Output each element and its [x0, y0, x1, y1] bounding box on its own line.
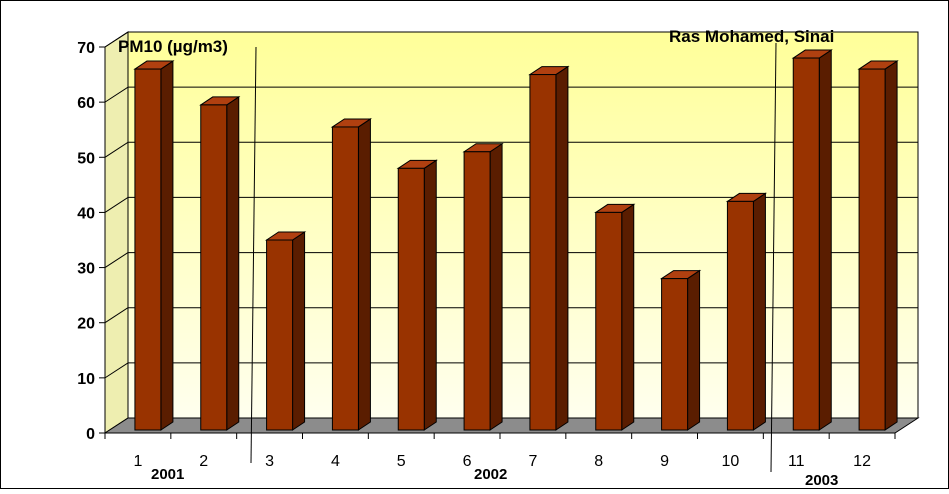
- bar-side: [226, 95, 240, 431]
- chart-title: PM10 (µg/m3): [118, 37, 228, 56]
- bar: [791, 49, 833, 431]
- x-tick-label: 9: [660, 453, 669, 470]
- bar-front: [463, 151, 491, 431]
- bar-side: [818, 49, 832, 431]
- x-tick-label: 12: [853, 453, 871, 470]
- bar-side: [884, 60, 898, 431]
- bar: [330, 118, 373, 431]
- bar-front: [397, 167, 425, 431]
- bar: [264, 231, 307, 431]
- x-tick-label: 6: [463, 453, 472, 470]
- x-tick-label: 7: [528, 453, 537, 470]
- y-tick-label: 40: [77, 205, 95, 222]
- bar-front: [331, 126, 359, 431]
- bar-front: [266, 239, 294, 431]
- bar-side: [687, 269, 701, 431]
- bar-side: [555, 65, 569, 431]
- bar-front: [200, 104, 228, 431]
- y-tick-label: 60: [77, 95, 95, 112]
- bar-side: [357, 118, 371, 431]
- site-label: Ras Mohamed, Sinai: [669, 27, 834, 46]
- bar: [133, 60, 175, 431]
- bar: [462, 142, 504, 431]
- bar: [396, 159, 438, 431]
- y-tick-label: 50: [77, 150, 95, 167]
- bar-front: [134, 68, 162, 431]
- gridline-side: [104, 197, 129, 213]
- x-tick-label: 8: [594, 453, 603, 470]
- year-label-2001: 2001: [151, 466, 184, 483]
- gridline-side: [104, 86, 129, 103]
- x-tick-label: 4: [331, 453, 340, 470]
- x-tick-label: 2: [199, 453, 208, 470]
- year-separator-2: [770, 42, 777, 473]
- side-wall: [104, 31, 129, 434]
- y-tick-label: 10: [77, 371, 95, 388]
- gridline-side: [104, 307, 129, 324]
- year-separator-1: [250, 46, 257, 464]
- bar-side: [621, 203, 635, 431]
- x-tick-label: 3: [265, 453, 274, 470]
- year-label-2002: 2002: [474, 466, 507, 483]
- bar: [594, 203, 636, 431]
- bar-side: [292, 231, 306, 431]
- gridline-side: [104, 362, 129, 379]
- x-tick-label: 10: [722, 453, 740, 470]
- bar: [857, 60, 899, 431]
- bar-side: [489, 142, 503, 431]
- bar-side: [752, 192, 766, 431]
- bar-front: [661, 278, 689, 431]
- bar: [199, 95, 241, 431]
- year-label-2003: 2003: [805, 472, 838, 489]
- bar: [725, 192, 768, 431]
- gridline-side: [104, 252, 129, 268]
- bar-front: [529, 74, 557, 431]
- bar-front: [858, 68, 886, 431]
- y-tick-label: 20: [77, 316, 95, 333]
- x-tick-label: 11: [788, 453, 805, 470]
- bar-front: [726, 200, 754, 431]
- y-tick-label: 30: [77, 261, 95, 278]
- bar-front: [792, 57, 820, 431]
- y-tick-label: 70: [77, 40, 95, 57]
- bar: [659, 269, 702, 431]
- bar-side: [423, 159, 437, 431]
- x-tick-label: 1: [133, 453, 142, 470]
- x-tick-label: 5: [397, 453, 406, 470]
- gridline-side: [104, 141, 129, 158]
- y-tick-label: 0: [86, 426, 95, 443]
- gridline-side: [104, 31, 129, 48]
- bar: [528, 65, 570, 431]
- bar-front: [595, 211, 623, 431]
- bar-side: [160, 60, 174, 431]
